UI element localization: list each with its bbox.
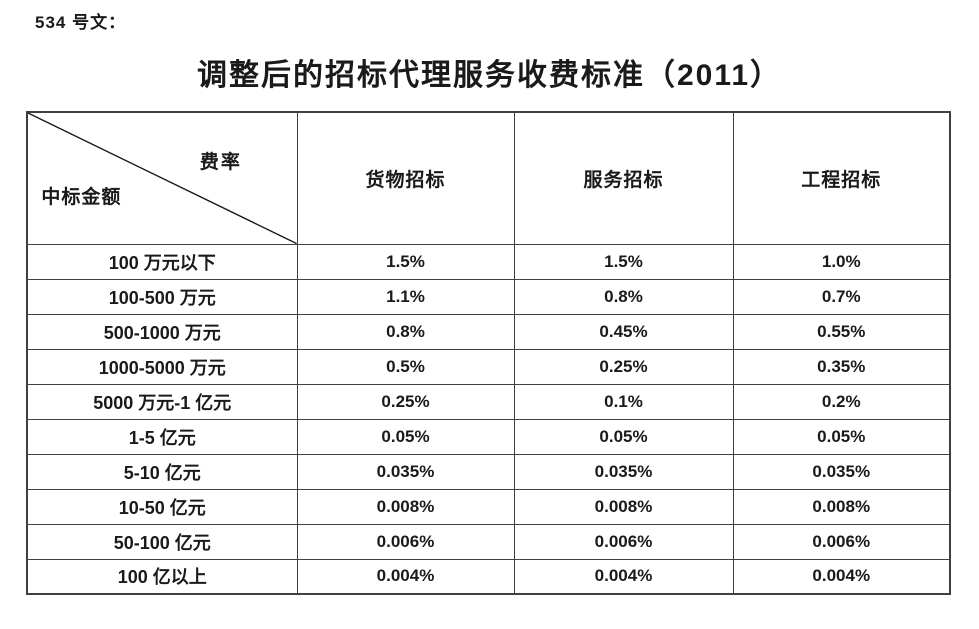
table-row: 5000 万元-1 亿元 0.25% 0.1% 0.2% [26,383,951,420]
goods-rate-cell: 0.8% [296,313,515,350]
table-row: 1000-5000 万元 0.5% 0.25% 0.35% [26,348,951,385]
table-row: 500-1000 万元 0.8% 0.45% 0.55% [26,313,951,350]
engineering-rate-cell: 0.006% [732,523,951,560]
service-rate-cell: 0.05% [513,418,734,455]
amount-range-cell: 100 亿以上 [26,558,298,595]
service-rate-cell: 0.006% [513,523,734,560]
table-header-row: 费率 中标金额 货物招标 服务招标 工程招标 [26,111,951,245]
table-row: 100 亿以上 0.004% 0.004% 0.004% [26,558,951,595]
page-title: 调整后的招标代理服务收费标准（2011） [196,59,783,92]
amount-range-cell: 50-100 亿元 [26,523,298,560]
table-row: 10-50 亿元 0.008% 0.008% 0.008% [26,488,951,525]
table-row: 100 万元以下 1.5% 1.5% 1.0% [26,243,951,280]
goods-rate-cell: 1.1% [296,278,515,315]
service-rate-cell: 0.004% [513,558,734,595]
doc-number-label: 534 号文： [35,13,127,32]
column-header-engineering: 工程招标 [732,111,951,245]
engineering-rate-cell: 0.7% [732,278,951,315]
goods-rate-cell: 0.008% [296,488,515,525]
goods-rate-cell: 0.006% [296,523,515,560]
engineering-rate-cell: 0.035% [732,453,951,490]
goods-rate-cell: 1.5% [296,243,515,280]
amount-range-cell: 5000 万元-1 亿元 [26,383,298,420]
goods-rate-cell: 0.004% [296,558,515,595]
corner-label-rate: 费率 [199,151,242,173]
service-rate-cell: 0.008% [513,488,734,525]
column-header-goods: 货物招标 [296,111,515,245]
diagonal-corner-cell: 费率 中标金额 [26,111,298,245]
amount-range-cell: 1000-5000 万元 [26,348,298,385]
amount-range-cell: 1-5 亿元 [26,418,298,455]
engineering-rate-cell: 0.35% [732,348,951,385]
goods-rate-cell: 0.05% [296,418,515,455]
engineering-rate-cell: 0.008% [732,488,951,525]
amount-range-cell: 5-10 亿元 [26,453,298,490]
engineering-rate-cell: 0.004% [732,558,951,595]
table-row: 100-500 万元 1.1% 0.8% 0.7% [26,278,951,315]
table-row: 50-100 亿元 0.006% 0.006% 0.006% [26,523,951,560]
engineering-rate-cell: 0.55% [732,313,951,350]
goods-rate-cell: 0.25% [296,383,515,420]
table-row: 1-5 亿元 0.05% 0.05% 0.05% [26,418,951,455]
service-rate-cell: 0.25% [513,348,734,385]
goods-rate-cell: 0.035% [296,453,515,490]
amount-range-cell: 100 万元以下 [26,243,298,280]
goods-rate-cell: 0.5% [296,348,515,385]
engineering-rate-cell: 1.0% [732,243,951,280]
engineering-rate-cell: 0.05% [732,418,951,455]
corner-label-bid-amount: 中标金额 [41,187,122,209]
column-header-service: 服务招标 [513,111,734,245]
service-rate-cell: 0.1% [513,383,734,420]
service-rate-cell: 0.8% [513,278,734,315]
diagonal-divider-line [28,113,297,244]
amount-range-cell: 10-50 亿元 [26,488,298,525]
engineering-rate-cell: 0.2% [732,383,951,420]
table-row: 5-10 亿元 0.035% 0.035% 0.035% [26,453,951,490]
service-rate-cell: 1.5% [513,243,734,280]
amount-range-cell: 500-1000 万元 [26,313,298,350]
fee-standard-table: 费率 中标金额 货物招标 服务招标 工程招标 100 万元以下 1.5% 1.5… [26,111,951,595]
service-rate-cell: 0.45% [513,313,734,350]
amount-range-cell: 100-500 万元 [26,278,298,315]
service-rate-cell: 0.035% [513,453,734,490]
